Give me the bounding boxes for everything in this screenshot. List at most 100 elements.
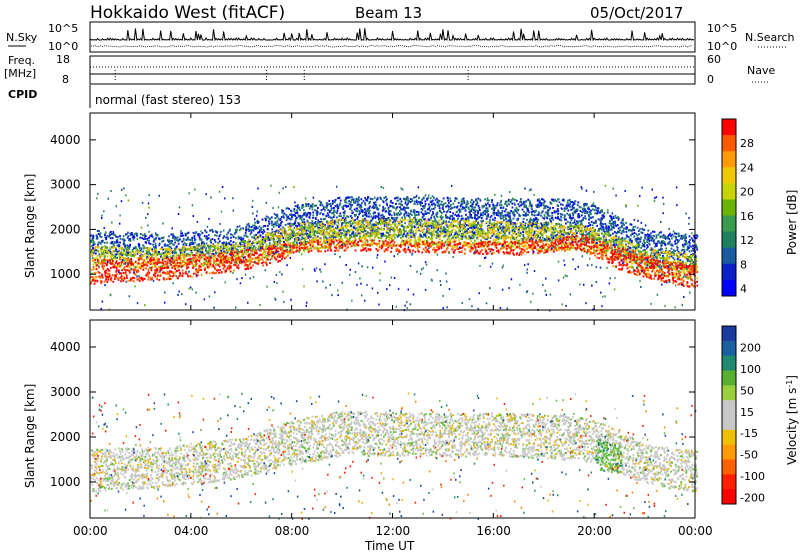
data-cell	[211, 238, 214, 241]
data-cell	[431, 208, 433, 211]
data-cell	[147, 261, 150, 264]
data-cell	[560, 216, 563, 219]
data-cell	[209, 252, 211, 255]
data-cell	[109, 230, 112, 233]
data-cell	[92, 243, 95, 246]
data-cell	[240, 240, 243, 243]
data-cell	[158, 242, 161, 245]
data-cell	[347, 225, 349, 228]
data-cell	[356, 231, 359, 234]
data-cell	[112, 249, 115, 252]
data-cell	[639, 240, 642, 243]
data-cell	[685, 257, 688, 260]
data-cell	[256, 242, 258, 245]
data-cell	[590, 220, 593, 223]
data-cell	[427, 221, 430, 224]
data-cell	[520, 204, 523, 207]
data-cell	[511, 230, 514, 233]
data-cell	[471, 216, 474, 219]
data-cell	[353, 213, 356, 216]
data-cell	[435, 213, 438, 216]
data-cell	[205, 261, 208, 264]
data-cell	[668, 234, 671, 237]
data-cell	[117, 251, 120, 254]
data-cell	[113, 241, 116, 244]
data-cell	[578, 215, 581, 218]
data-cell	[378, 220, 381, 223]
data-cell	[675, 232, 678, 235]
data-cell	[273, 233, 276, 236]
data-cell	[265, 254, 268, 257]
data-cell	[303, 228, 306, 231]
data-cell	[373, 230, 376, 233]
data-cell	[354, 221, 357, 224]
data-cell	[635, 259, 637, 262]
data-cell	[241, 238, 244, 241]
data-cell	[474, 213, 477, 216]
data-cell	[296, 209, 298, 212]
data-cell	[525, 200, 528, 203]
data-cell	[387, 208, 390, 211]
data-cell	[560, 215, 562, 218]
data-cell	[361, 239, 364, 242]
data-cell	[527, 225, 530, 228]
data-cell	[146, 246, 149, 249]
data-cell	[170, 255, 172, 258]
data-cell	[354, 237, 357, 240]
data-cell	[305, 226, 308, 229]
data-cell	[410, 214, 413, 217]
data-cell	[535, 204, 537, 207]
data-cell	[394, 223, 397, 226]
data-cell	[299, 222, 302, 225]
data-cell	[581, 211, 584, 214]
data-cell	[612, 222, 615, 225]
data-cell	[129, 239, 132, 242]
data-cell	[667, 237, 669, 240]
data-cell	[653, 242, 656, 245]
data-cell	[510, 210, 513, 213]
data-cell	[347, 196, 350, 199]
data-cell	[217, 246, 220, 249]
data-cell	[119, 237, 122, 240]
data-cell	[139, 254, 142, 257]
data-cell	[384, 234, 386, 237]
data-cell	[408, 234, 411, 237]
data-cell	[239, 245, 242, 248]
data-cell	[374, 211, 376, 214]
data-cell	[585, 203, 588, 206]
data-cell	[622, 227, 625, 230]
data-cell	[513, 203, 516, 206]
data-cell	[364, 202, 366, 205]
data-cell	[118, 244, 121, 247]
data-cell	[446, 216, 448, 219]
data-cell	[478, 227, 481, 230]
data-cell	[344, 241, 347, 244]
data-cell	[320, 202, 323, 205]
data-cell	[487, 209, 489, 212]
data-cell	[565, 222, 567, 225]
data-cell	[354, 236, 356, 239]
data-cell	[346, 230, 348, 233]
data-cell	[222, 261, 225, 264]
data-cell	[390, 228, 393, 231]
data-cell	[378, 222, 380, 225]
data-cell	[229, 249, 232, 252]
data-cell	[575, 209, 578, 212]
data-cell	[612, 241, 615, 244]
data-cell	[470, 198, 473, 201]
data-cell	[202, 241, 205, 244]
data-cell	[535, 225, 538, 228]
data-cell	[189, 248, 192, 251]
data-cell	[445, 211, 448, 214]
data-cell	[596, 224, 599, 227]
data-cell	[414, 238, 417, 241]
data-cell	[205, 231, 208, 234]
data-cell	[271, 255, 273, 258]
data-cell	[588, 236, 591, 239]
data-cell	[582, 233, 585, 236]
data-cell	[341, 218, 344, 221]
data-cell	[217, 237, 220, 240]
data-cell	[381, 235, 384, 238]
data-cell	[575, 232, 578, 235]
data-cell	[201, 249, 204, 252]
